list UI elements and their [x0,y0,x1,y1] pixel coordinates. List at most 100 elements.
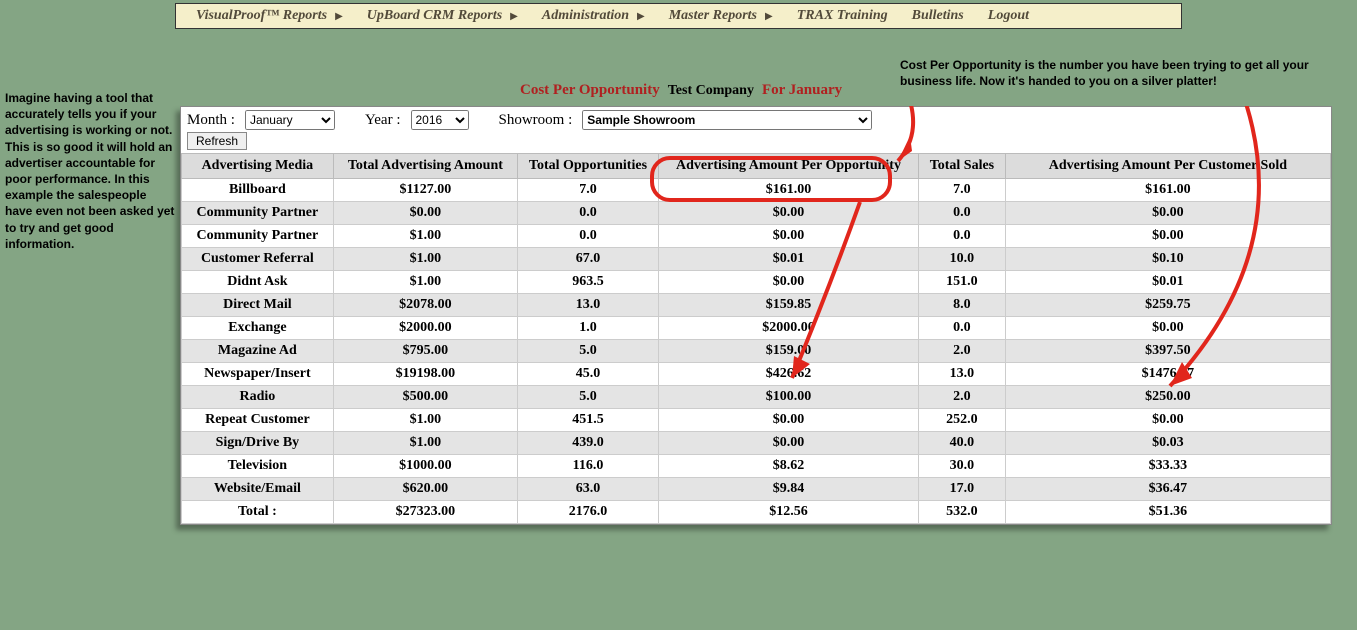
table-cell: 30.0 [919,455,1006,478]
table-cell: 7.0 [518,179,659,202]
nav-item[interactable]: TRAX Training [785,6,900,26]
table-cell: $2000.00 [333,317,517,340]
table-row: Sign/Drive By$1.00439.0$0.0040.0$0.03 [182,432,1331,455]
table-header: Advertising Media [182,154,334,179]
nav-item[interactable]: Master Reports▶ [657,6,785,26]
table-cell: 532.0 [919,501,1006,524]
table-cell: $0.01 [658,248,918,271]
chevron-right-icon: ▶ [765,11,773,22]
filter-bar: Month : January Year : 2016 Showroom : S… [181,107,1331,132]
table-cell: $0.00 [658,271,918,294]
table-cell: $9.84 [658,478,918,501]
table-cell: $161.00 [658,179,918,202]
table-cell: $1127.00 [333,179,517,202]
table-cell: $259.75 [1005,294,1330,317]
table-cell: Website/Email [182,478,334,501]
table-cell: 0.0 [518,202,659,225]
report-title: Cost Per Opportunity Test Company For Ja… [520,82,842,99]
table-row: Customer Referral$1.0067.0$0.0110.0$0.10 [182,248,1331,271]
table-cell: Billboard [182,179,334,202]
table-cell: 116.0 [518,455,659,478]
table-row: Radio$500.005.0$100.002.0$250.00 [182,386,1331,409]
table-cell: $100.00 [658,386,918,409]
showroom-select[interactable]: Sample Showroom [582,110,872,130]
table-header: Advertising Amount Per Opportunity [658,154,918,179]
table-row: Billboard$1127.007.0$161.007.0$161.00 [182,179,1331,202]
month-label: Month : [187,112,235,129]
table-cell: $0.00 [1005,317,1330,340]
chevron-right-icon: ▶ [510,11,518,22]
table-header: Total Sales [919,154,1006,179]
table-cell: 439.0 [518,432,659,455]
report-panel: Month : January Year : 2016 Showroom : S… [180,106,1332,525]
table-cell: 0.0 [518,225,659,248]
table-cell: 252.0 [919,409,1006,432]
table-cell: 63.0 [518,478,659,501]
table-cell: $159.00 [658,340,918,363]
title-cost-per-opp: Cost Per Opportunity [520,82,660,99]
table-cell: $1.00 [333,432,517,455]
table-cell: 0.0 [919,317,1006,340]
table-cell: 40.0 [919,432,1006,455]
table-header: Total Advertising Amount [333,154,517,179]
table-cell: $1476.77 [1005,363,1330,386]
year-label: Year : [365,112,401,129]
table-cell: 1.0 [518,317,659,340]
table-cell: $1000.00 [333,455,517,478]
chevron-right-icon: ▶ [335,11,343,22]
table-row: Website/Email$620.0063.0$9.8417.0$36.47 [182,478,1331,501]
table-row: Didnt Ask$1.00963.5$0.00151.0$0.01 [182,271,1331,294]
table-cell: $1.00 [333,248,517,271]
table-cell: $0.00 [1005,225,1330,248]
table-cell: 17.0 [919,478,1006,501]
table-cell: Community Partner [182,225,334,248]
table-cell: $161.00 [1005,179,1330,202]
nav-item[interactable]: Logout [976,6,1041,26]
report-table: Advertising MediaTotal Advertising Amoun… [181,153,1331,524]
table-cell: $0.00 [658,225,918,248]
refresh-button[interactable]: Refresh [187,132,247,150]
table-cell: Customer Referral [182,248,334,271]
nav-item[interactable]: UpBoard CRM Reports▶ [355,6,530,26]
table-cell: Magazine Ad [182,340,334,363]
table-cell: Television [182,455,334,478]
table-cell: $0.00 [1005,409,1330,432]
table-cell: 0.0 [919,225,1006,248]
table-row: Television$1000.00116.0$8.6230.0$33.33 [182,455,1331,478]
table-cell: Sign/Drive By [182,432,334,455]
table-cell: $500.00 [333,386,517,409]
nav-item[interactable]: VisualProof™ Reports▶ [184,6,355,26]
table-cell: $0.01 [1005,271,1330,294]
showroom-label: Showroom : [499,112,573,129]
table-row: Newspaper/Insert$19198.0045.0$426.6213.0… [182,363,1331,386]
table-cell: $0.10 [1005,248,1330,271]
table-cell: $51.36 [1005,501,1330,524]
table-cell: 2176.0 [518,501,659,524]
title-company: Test Company [668,83,754,99]
table-row: Community Partner$0.000.0$0.000.0$0.00 [182,202,1331,225]
table-cell: 13.0 [518,294,659,317]
table-cell: $36.47 [1005,478,1330,501]
month-select[interactable]: January [245,110,335,130]
nav-item[interactable]: Administration▶ [530,6,657,26]
table-cell: $0.00 [333,202,517,225]
table-cell: $795.00 [333,340,517,363]
table-cell: $8.62 [658,455,918,478]
table-cell: $1.00 [333,409,517,432]
table-row: Direct Mail$2078.0013.0$159.858.0$259.75 [182,294,1331,317]
table-cell: Community Partner [182,202,334,225]
table-cell: $33.33 [1005,455,1330,478]
table-row: Repeat Customer$1.00451.5$0.00252.0$0.00 [182,409,1331,432]
table-cell: $0.00 [658,409,918,432]
table-row: Magazine Ad$795.005.0$159.002.0$397.50 [182,340,1331,363]
table-cell: $2078.00 [333,294,517,317]
table-cell: $0.00 [658,202,918,225]
table-cell: Newspaper/Insert [182,363,334,386]
year-select[interactable]: 2016 [411,110,469,130]
table-total-row: Total :$27323.002176.0$12.56532.0$51.36 [182,501,1331,524]
table-header: Total Opportunities [518,154,659,179]
table-cell: Direct Mail [182,294,334,317]
table-cell: $159.85 [658,294,918,317]
nav-item[interactable]: Bulletins [900,6,976,26]
annotation-top-right: Cost Per Opportunity is the number you h… [900,57,1355,89]
